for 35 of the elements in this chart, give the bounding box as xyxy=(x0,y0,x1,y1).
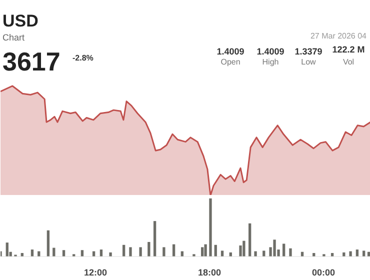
text: 1.4009 xyxy=(256,46,284,56)
bar xyxy=(239,245,242,256)
bar xyxy=(282,244,286,256)
text: Vol xyxy=(342,58,354,66)
text: -2.8% xyxy=(72,54,94,62)
text: Chart xyxy=(2,32,26,42)
bar xyxy=(209,198,212,256)
bar xyxy=(289,248,292,256)
bar xyxy=(200,247,204,256)
text: High xyxy=(262,58,279,66)
text: 27 Mar 2026 04 xyxy=(310,32,368,40)
bar xyxy=(204,244,207,256)
text: Low xyxy=(301,58,316,66)
x-tick-label: 00:00 xyxy=(312,268,336,278)
bar xyxy=(254,251,257,256)
bar xyxy=(6,242,8,256)
bar xyxy=(162,247,166,256)
text: 122.2 M xyxy=(332,44,365,54)
bar xyxy=(139,247,142,256)
bar xyxy=(349,251,352,256)
x-tick-label: 18:00 xyxy=(198,268,222,278)
bar xyxy=(109,252,112,256)
text: 1.3379 xyxy=(294,46,322,56)
text: 1.4009 xyxy=(216,46,244,56)
bar xyxy=(148,242,150,256)
text: 3617 xyxy=(2,46,60,76)
bar xyxy=(129,247,132,256)
bar xyxy=(153,221,156,256)
bar xyxy=(242,240,246,256)
bar xyxy=(273,240,276,256)
text: USD xyxy=(2,12,38,30)
x-tick-label: 12:00 xyxy=(84,268,108,278)
bar xyxy=(46,230,50,256)
text: Open xyxy=(220,58,240,66)
bar xyxy=(248,223,252,256)
